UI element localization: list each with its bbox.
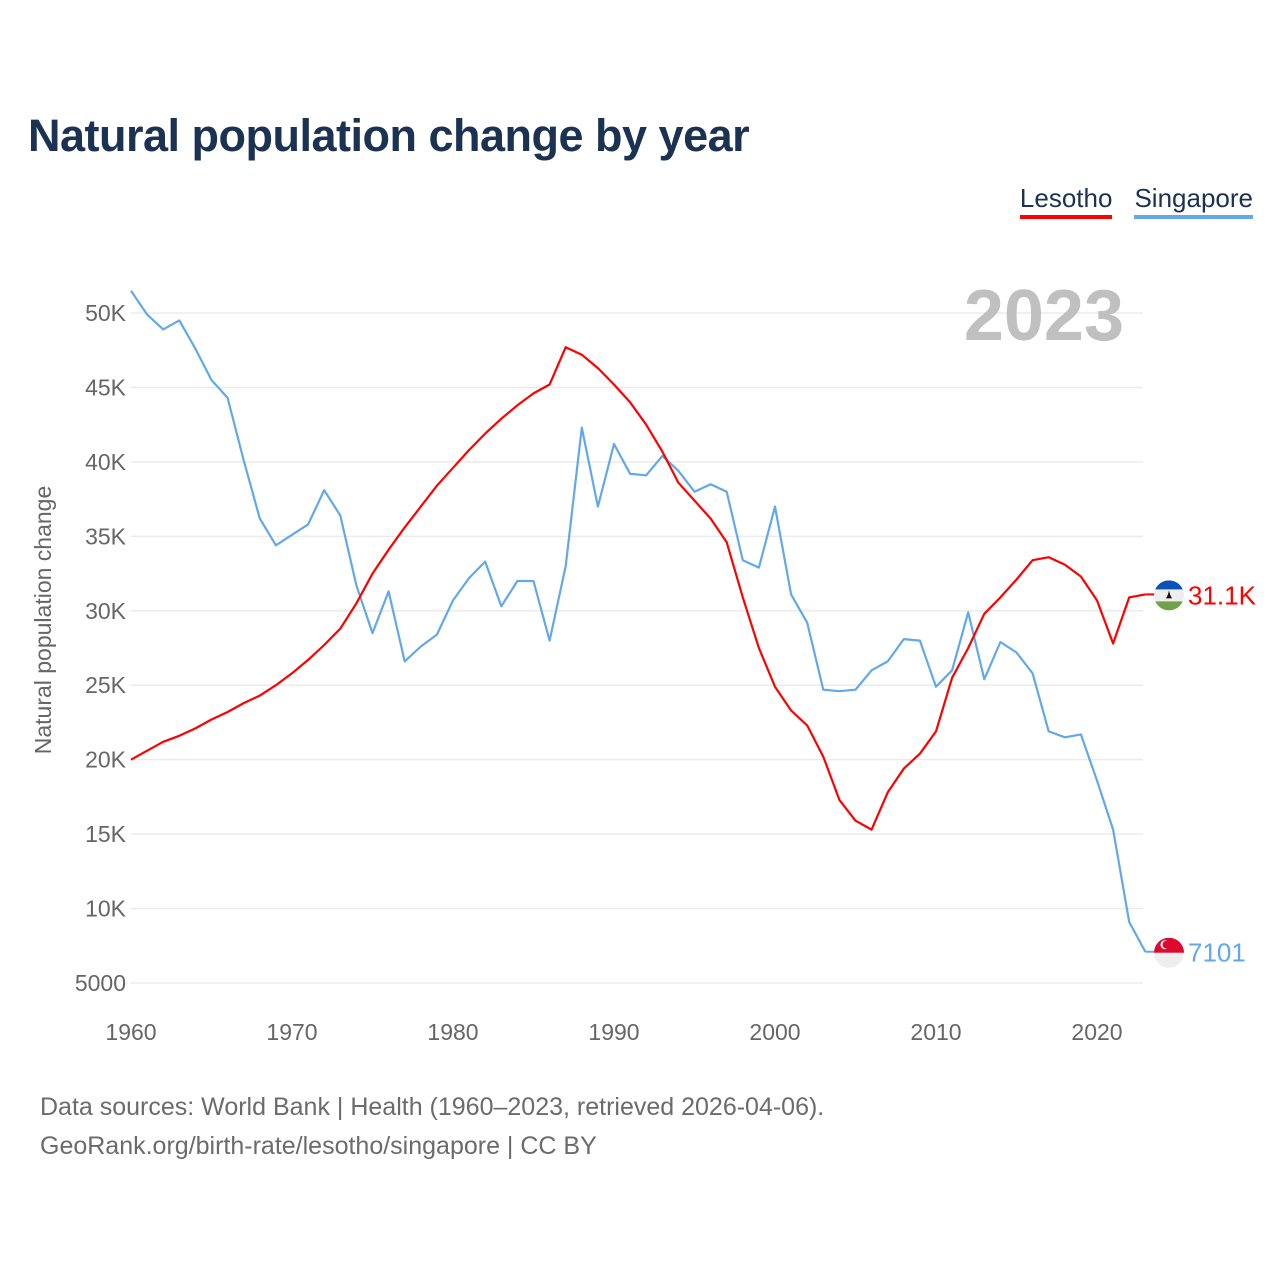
x-tick-label: 1960 (105, 1019, 156, 1045)
x-tick-label: 2010 (910, 1019, 961, 1045)
y-tick-label: 20K (85, 747, 127, 773)
source-line-1: Data sources: World Bank | Health (1960–… (40, 1093, 825, 1121)
series-line-lesotho (130, 346, 1146, 831)
current-year-label: 2023 (964, 276, 1124, 356)
x-tick-label: 1970 (266, 1019, 317, 1045)
chart-title: Natural population change by year (28, 110, 750, 161)
y-tick-label: 15K (85, 821, 127, 847)
end-value-label-singapore: 7101 (1188, 938, 1246, 968)
y-tick-label: 50K (85, 300, 127, 326)
y-axis-label: Natural population change (30, 486, 56, 755)
flag-body (1154, 580, 1184, 611)
source-line-2[interactable]: GeoRank.org/birth-rate/lesotho/singapore… (40, 1132, 597, 1160)
y-tick-label: 5000 (75, 970, 126, 996)
flag-body (1154, 937, 1184, 968)
x-tick-label: 1980 (427, 1019, 478, 1045)
x-tick-label: 2020 (1071, 1019, 1122, 1045)
x-tick-label: 1990 (588, 1019, 639, 1045)
series-line-singapore (130, 290, 1147, 953)
y-tick-label: 40K (85, 449, 127, 475)
x-tick-label: 2000 (749, 1019, 800, 1045)
legend-item-singapore[interactable]: Singapore (1134, 183, 1253, 219)
source-note: Data sources: World Bank | Health (1960–… (40, 1088, 824, 1166)
y-tick-label: 25K (85, 672, 127, 698)
flag-green (1154, 601, 1184, 611)
end-value-label-lesotho: 31.1K (1188, 580, 1257, 610)
lesotho-flag-icon (1154, 580, 1184, 611)
legend-item-lesotho[interactable]: Lesotho (1019, 183, 1113, 219)
legend: Lesotho Singapore (1019, 183, 1253, 219)
flag-blue (1154, 580, 1184, 590)
y-tick-label: 10K (85, 896, 127, 922)
singapore-flag-icon (1154, 937, 1184, 968)
flag-hat (1166, 590, 1172, 599)
y-tick-label: 30K (85, 598, 127, 624)
flag-moon-cut (1162, 940, 1171, 949)
y-tick-label: 35K (85, 523, 127, 549)
y-tick-label: 45K (85, 374, 127, 400)
